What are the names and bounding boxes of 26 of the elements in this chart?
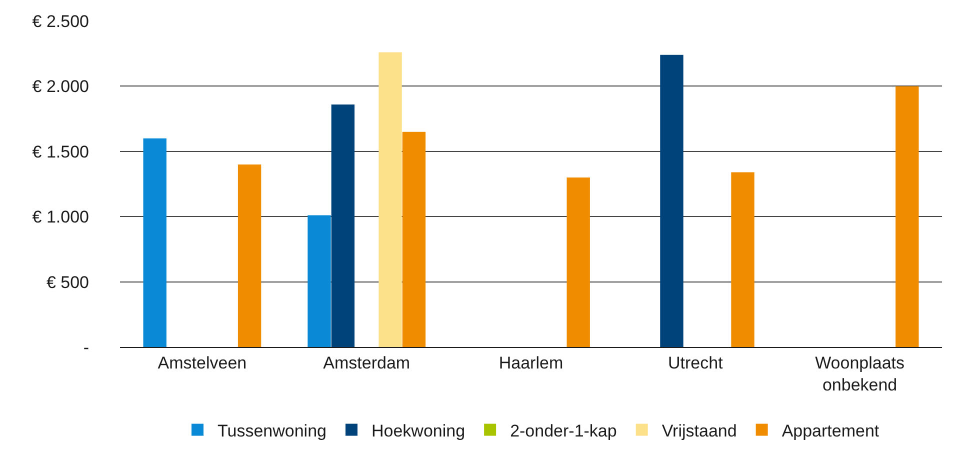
y-tick-label: -: [83, 338, 89, 357]
legend-label: Appartement: [782, 421, 880, 440]
legend-label: Tussenwoning: [218, 421, 326, 440]
y-tick-label: € 1.000: [32, 208, 89, 227]
bar: [402, 132, 426, 347]
x-tick-label: Woonplaats onbekend: [815, 353, 905, 394]
y-tick-label: € 1.500: [32, 142, 89, 162]
x-tick-label: Haarlem: [498, 353, 564, 372]
bar: [731, 172, 754, 347]
legend-label: 2-onder-1-kap: [510, 421, 617, 440]
x-tick-label: Amstelveen: [158, 353, 247, 372]
bar: [308, 215, 331, 347]
bar: [896, 86, 919, 347]
bar: [143, 138, 166, 347]
x-tick-label: Amsterdam: [323, 353, 410, 372]
legend-label: Vrijstaand: [662, 421, 737, 440]
bar: [566, 177, 590, 347]
y-tick-label: € 2.000: [32, 77, 89, 96]
y-tick-label: € 2.500: [32, 12, 89, 31]
bar: [331, 104, 355, 347]
bar: [660, 54, 684, 347]
bar: [238, 164, 262, 347]
legend-label: Hoekwoning: [372, 421, 466, 440]
x-tick-label: Utrecht: [668, 353, 724, 372]
y-tick-label: € 500: [46, 272, 89, 292]
bar: [378, 52, 402, 347]
